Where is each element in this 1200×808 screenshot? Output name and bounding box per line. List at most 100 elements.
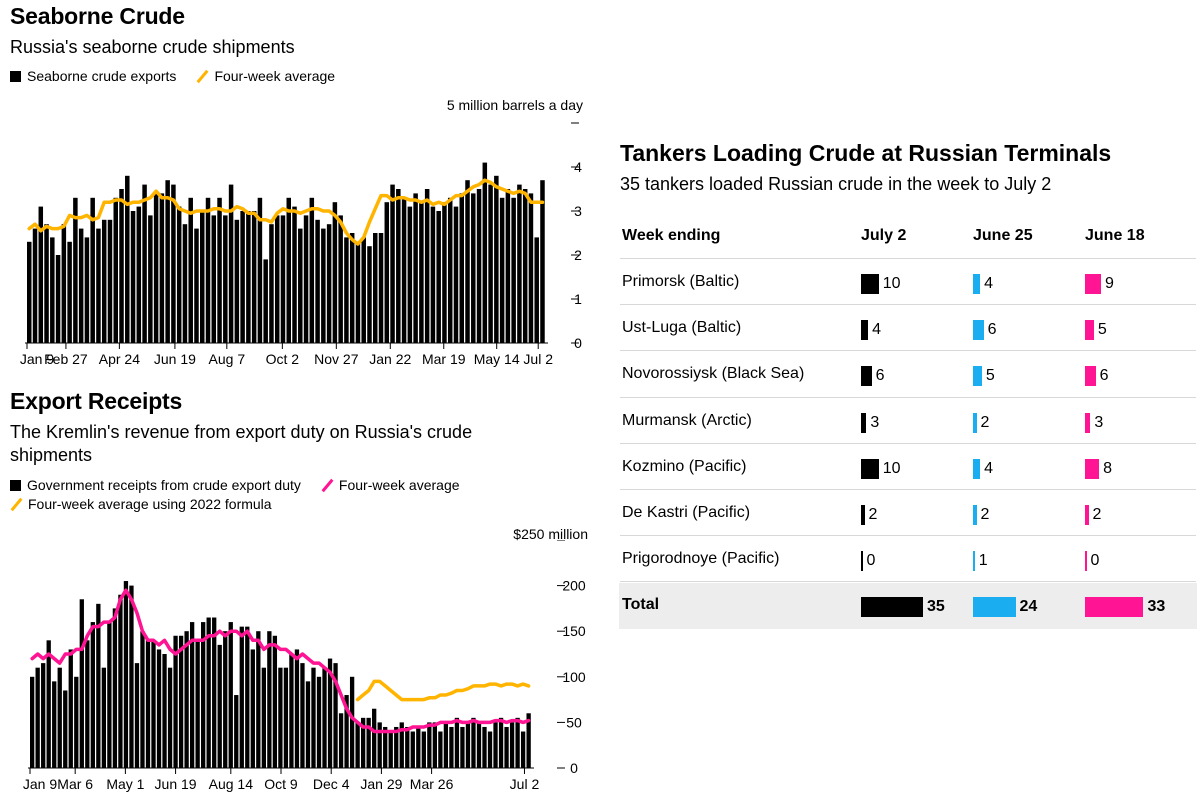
data-bar — [101, 219, 107, 343]
table-value: 3 — [870, 413, 880, 431]
data-bar — [505, 189, 511, 343]
table-value: 3 — [1094, 413, 1104, 431]
data-bar — [68, 649, 73, 768]
data-bar — [134, 663, 140, 768]
data-bar — [274, 215, 280, 343]
table-row-label: Murmansk (Arctic) — [622, 411, 752, 429]
table-divider — [620, 258, 1196, 259]
data-bar — [383, 726, 388, 768]
data-bar — [517, 184, 522, 343]
table-total-bar — [861, 597, 923, 617]
data-bar — [394, 726, 399, 768]
data-bar — [326, 224, 332, 343]
x-tick-label: May 1 — [106, 776, 144, 792]
data-bar — [118, 594, 123, 768]
table-total-cell: 24 — [973, 597, 1037, 617]
data-bar — [263, 259, 268, 343]
data-bar — [261, 667, 266, 768]
data-bar — [101, 667, 107, 768]
data-bar — [316, 676, 322, 768]
data-bar — [251, 211, 257, 343]
legend-square-icon — [10, 479, 21, 491]
y-tick-label: 0 — [570, 760, 578, 776]
table-cell: 10 — [861, 274, 901, 294]
data-bar — [57, 667, 62, 768]
data-bar — [471, 193, 476, 343]
data-bar — [61, 224, 67, 343]
data-bar — [246, 211, 251, 343]
data-bar — [520, 731, 526, 768]
data-bar — [427, 722, 432, 768]
data-bar — [178, 635, 184, 768]
data-bar — [498, 717, 504, 768]
data-bar — [327, 658, 333, 768]
table-value-bar — [861, 412, 867, 433]
x-tick-label: Feb 27 — [44, 351, 88, 367]
data-bar — [217, 197, 222, 343]
data-bar — [430, 206, 436, 343]
table-value: 2 — [980, 506, 990, 523]
table-row-label: De Kastri (Pacific) — [622, 504, 751, 521]
data-bar — [234, 219, 240, 343]
x-tick-label: Nov 27 — [314, 351, 359, 367]
data-bar — [239, 626, 244, 768]
x-tick-label: May 14 — [474, 351, 520, 367]
table-total-value: 35 — [927, 598, 945, 615]
data-bar — [315, 219, 320, 343]
table-total-bar — [1085, 597, 1144, 617]
legend-slash-icon — [321, 479, 333, 491]
data-bar — [401, 197, 407, 343]
data-bar — [436, 211, 441, 343]
data-bar — [443, 722, 449, 768]
data-bar — [303, 215, 309, 343]
data-bar — [130, 211, 136, 343]
table-value: 1 — [978, 552, 988, 570]
table-value-bar — [973, 458, 981, 479]
table-value: 6 — [875, 367, 885, 385]
table-cell: 0 — [861, 551, 875, 572]
data-bar — [349, 676, 355, 768]
data-bar — [38, 206, 44, 343]
table-value: 2 — [980, 413, 990, 431]
data-bar — [432, 722, 438, 768]
data-bar — [148, 215, 153, 343]
data-bar — [399, 722, 404, 768]
data-bar — [55, 255, 61, 343]
table-value-bar — [973, 366, 982, 387]
data-bar — [228, 622, 233, 768]
table-value: 2 — [868, 506, 878, 523]
data-bar — [96, 603, 101, 768]
table-cell: 3 — [1085, 412, 1104, 433]
data-bar — [223, 215, 228, 343]
table-cell: 5 — [1085, 320, 1107, 341]
legend-label-avg: Four-week average — [338, 477, 460, 493]
table-value: 0 — [1090, 552, 1100, 570]
y-tick-label: 2 — [574, 247, 582, 263]
table-cell: 4 — [973, 274, 993, 294]
table-title: Tankers Loading Crude at Russian Termina… — [620, 140, 1112, 166]
data-bar — [206, 617, 211, 768]
table-value: 10 — [882, 459, 901, 477]
table-cell: 4 — [973, 458, 993, 479]
table-header-1: July 2 — [861, 227, 907, 244]
data-bar — [188, 197, 193, 343]
data-bar — [292, 206, 297, 343]
table-total-value: 24 — [1019, 598, 1038, 615]
data-bar — [156, 649, 162, 768]
table-value: 4 — [984, 459, 993, 477]
data-bar — [129, 585, 134, 768]
table-row-label: Kozmino (Pacific) — [622, 457, 747, 475]
table-divider — [620, 442, 1196, 444]
table-cell: 1 — [973, 551, 988, 572]
data-bar — [377, 722, 382, 768]
data-bar — [482, 726, 487, 768]
chart2-unit-label: $250 million — [513, 526, 588, 542]
table-value: 4 — [984, 275, 993, 292]
data-bar — [228, 184, 234, 343]
x-tick-label: Jun 19 — [155, 776, 197, 792]
data-bar — [366, 717, 371, 768]
data-bar — [46, 640, 51, 768]
table-value-bar — [973, 412, 977, 433]
table-total-value: 33 — [1147, 598, 1166, 615]
table-divider — [620, 304, 1196, 306]
